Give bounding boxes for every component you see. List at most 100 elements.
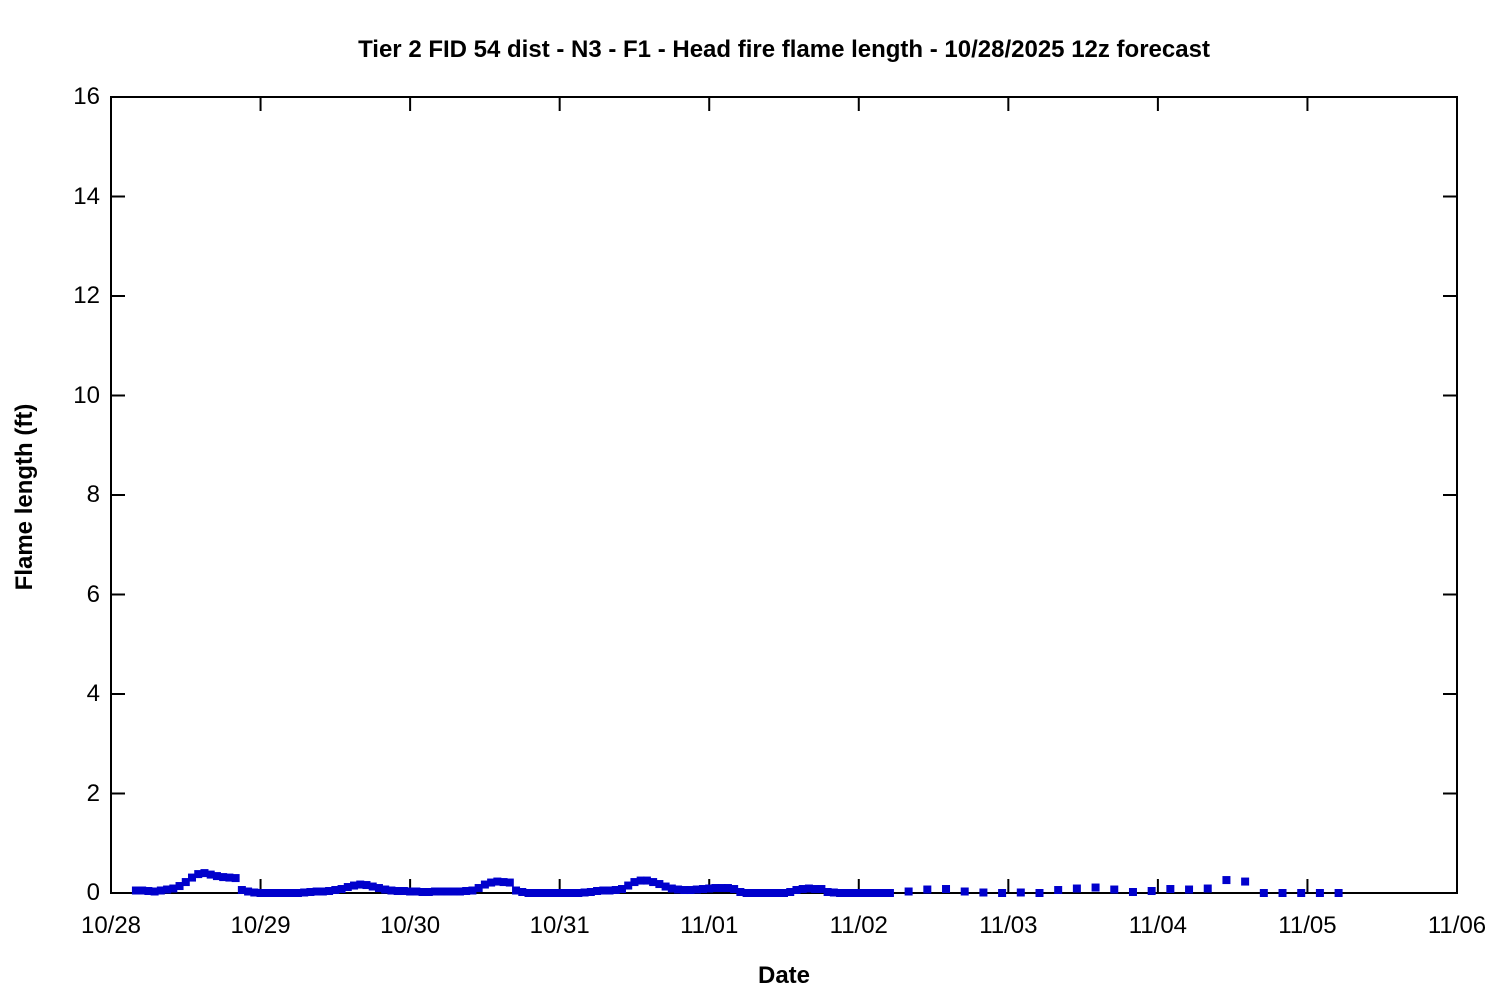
data-point	[219, 873, 228, 882]
data-point	[624, 881, 633, 890]
data-point	[636, 876, 645, 885]
data-point	[206, 870, 215, 879]
data-point	[836, 889, 845, 897]
data-point	[549, 889, 558, 897]
data-point	[630, 878, 639, 887]
y-tick-label: 16	[73, 83, 100, 110]
data-point	[356, 880, 365, 889]
data-point	[306, 888, 315, 897]
data-point	[156, 886, 165, 895]
data-point	[331, 886, 340, 895]
data-point	[393, 887, 402, 896]
data-point	[387, 886, 396, 895]
data-point	[188, 873, 197, 882]
data-point	[611, 886, 620, 895]
data-point	[480, 880, 489, 889]
data-point	[1035, 889, 1044, 897]
data-point	[518, 888, 527, 897]
data-point	[960, 887, 969, 896]
data-point	[904, 887, 913, 896]
x-tick-label: 10/28	[80, 912, 142, 939]
data-point	[318, 887, 327, 896]
data-point	[867, 889, 876, 897]
data-point	[667, 884, 676, 893]
data-point	[1147, 887, 1156, 896]
data-point	[661, 882, 670, 891]
data-point	[698, 885, 707, 894]
data-point	[593, 887, 602, 896]
x-tick-label: 10/29	[230, 912, 291, 939]
data-point	[686, 886, 695, 895]
axes-box	[110, 96, 1458, 894]
data-point	[642, 876, 651, 885]
data-point	[761, 889, 770, 897]
data-point	[605, 886, 614, 895]
data-point	[1203, 884, 1212, 893]
data-point	[368, 882, 377, 891]
data-point	[829, 888, 838, 897]
data-point	[1091, 883, 1100, 892]
data-point	[144, 887, 153, 896]
data-point	[468, 886, 477, 895]
x-tick-label: 11/05	[1278, 912, 1337, 939]
y-tick-label: 6	[86, 580, 100, 608]
data-point	[1241, 877, 1250, 886]
data-point	[443, 887, 452, 896]
x-tick-label: 11/04	[1128, 912, 1188, 939]
data-point	[804, 884, 813, 893]
data-point	[325, 887, 334, 896]
data-point	[512, 886, 521, 895]
data-point	[225, 873, 234, 882]
data-point	[617, 885, 626, 894]
data-point	[287, 889, 296, 897]
data-point	[250, 888, 259, 897]
data-point	[599, 886, 608, 895]
data-point	[169, 884, 178, 893]
data-point	[842, 889, 851, 897]
data-point	[237, 886, 246, 895]
data-point	[680, 886, 689, 895]
data-point	[281, 889, 290, 897]
data-point	[150, 887, 159, 896]
data-point	[1166, 885, 1175, 894]
x-tick-label: 10/31	[529, 912, 590, 939]
y-tick-label: 12	[73, 282, 100, 309]
chart-title: Tier 2 FID 54 dist - N3 - F1 - Head fire…	[358, 36, 1210, 63]
data-point	[499, 878, 508, 887]
data-point	[381, 885, 390, 894]
data-point	[649, 878, 658, 887]
y-tick-label: 14	[73, 182, 100, 210]
data-point	[798, 885, 807, 894]
data-point	[536, 889, 545, 897]
data-point	[568, 889, 577, 897]
data-point	[1054, 886, 1063, 895]
data-point	[1315, 889, 1324, 897]
data-point	[823, 888, 832, 897]
y-tick-label: 10	[73, 381, 100, 409]
data-point	[231, 874, 240, 883]
data-point	[1185, 885, 1194, 894]
data-point	[474, 884, 483, 893]
data-point	[742, 889, 751, 897]
data-point	[817, 885, 826, 894]
x-tick-label: 11/06	[1427, 912, 1487, 939]
y-tick-label: 4	[86, 680, 100, 707]
data-point	[543, 889, 552, 897]
data-point	[1016, 888, 1025, 897]
data-point	[1297, 889, 1306, 897]
data-point	[455, 887, 464, 896]
data-point	[705, 884, 714, 893]
data-point	[942, 885, 951, 894]
data-point	[244, 887, 253, 896]
data-point	[655, 880, 664, 889]
data-point	[811, 885, 820, 894]
data-point	[418, 888, 427, 897]
data-point	[343, 883, 352, 892]
data-point	[1259, 889, 1268, 897]
data-point	[861, 889, 870, 897]
data-point	[412, 887, 421, 896]
data-point	[780, 889, 788, 897]
data-point	[181, 878, 190, 887]
data-point	[530, 889, 539, 897]
